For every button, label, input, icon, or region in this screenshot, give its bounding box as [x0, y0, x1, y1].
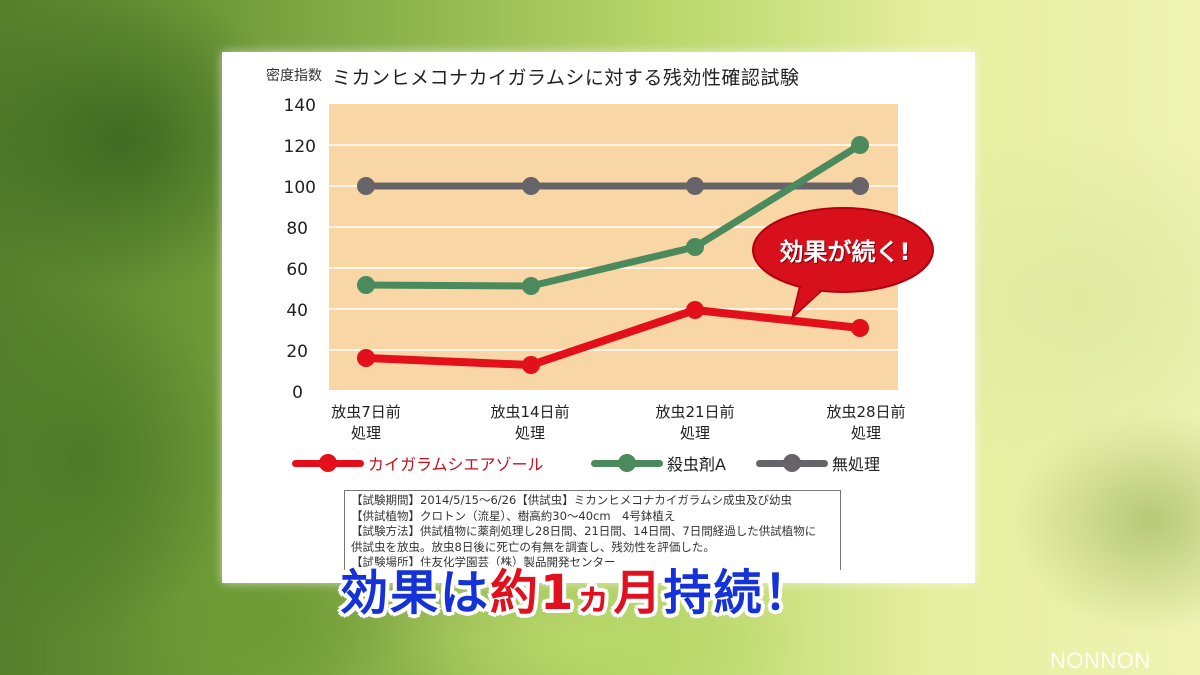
x-tick-7days: 放虫7日前 処理	[306, 402, 426, 444]
caption-part: 持続！	[663, 565, 814, 621]
series-insecticide-a	[357, 136, 869, 295]
callout-text: 効果が続く!	[779, 238, 911, 266]
y-tick-labels: 140 120 100 80 60 40 20 0	[284, 96, 316, 403]
note-line: 【供試植物】クロトン（流星）、樹高約30〜40cm 4号鉢植え	[351, 508, 676, 523]
series-untreated	[357, 177, 869, 195]
legend-item-untreated: 無処理	[756, 452, 880, 474]
y-tick-140: 140	[284, 96, 316, 116]
headline-caption: 効果は約1ヵ月持続！	[340, 558, 813, 633]
y-tick-120: 120	[284, 137, 316, 157]
note-line: 【試験期間】2014/5/15〜6/26【供試虫】ミカンヒメコナカイガラムシ成虫…	[351, 493, 792, 507]
legend-swatch-gray	[756, 452, 828, 474]
y-tick-60: 60	[286, 260, 308, 280]
legend-label: 無処理	[832, 455, 881, 474]
legend-item-insecticide-a: 殺虫剤A	[591, 452, 726, 474]
note-line: 供試虫を放虫。放虫8日後に死亡の有無を調査し、残効性を評価した。	[351, 539, 715, 554]
x-tick-14days: 放虫14日前 処理	[470, 402, 590, 444]
y-tick-80: 80	[286, 219, 308, 239]
caption-part: 約1	[490, 565, 576, 621]
callout-bubble	[752, 207, 934, 321]
x-tick-21days: 放虫21日前 処理	[635, 402, 755, 444]
x-tick-line1: 放虫21日前	[655, 403, 735, 421]
x-tick-line2: 処理	[514, 424, 545, 442]
y-axis-title: 密度指数	[266, 68, 322, 84]
chart-title: ミカンヒメコナカイガラムシに対する残効性確認試験	[332, 67, 800, 89]
watermark-logo: NONNON	[1050, 648, 1151, 673]
x-tick-line2: 処理	[850, 424, 881, 442]
legend-item-aerosol: カイガラムシエアゾール	[292, 452, 544, 474]
x-tick-line1: 放虫28日前	[826, 403, 906, 421]
test-conditions-notes: 【試験期間】2014/5/15〜6/26【供試虫】ミカンヒメコナカイガラムシ成虫…	[344, 490, 841, 570]
x-tick-line2: 処理	[350, 424, 381, 442]
x-tick-line1: 放虫14日前	[490, 403, 570, 421]
legend-swatch-green	[591, 452, 663, 474]
caption-part: 月	[613, 565, 664, 621]
x-tick-line2: 処理	[679, 424, 710, 442]
y-tick-0: 0	[292, 383, 303, 403]
series-aerosol	[357, 301, 869, 374]
note-line: 【試験場所】住友化学園芸（株）製品開発センター	[351, 555, 616, 569]
y-tick-40: 40	[286, 301, 308, 321]
caption-part: 効果は	[340, 565, 491, 621]
x-tick-28days: 放虫28日前 処理	[806, 402, 926, 444]
legend-swatch-red	[292, 452, 364, 474]
y-tick-100: 100	[284, 178, 316, 198]
x-tick-line1: 放虫7日前	[331, 403, 401, 421]
caption-part: ヵ	[575, 577, 614, 618]
y-tick-20: 20	[286, 342, 308, 362]
legend-label: カイガラムシエアゾール	[368, 455, 544, 474]
legend-label: 殺虫剤A	[667, 455, 726, 474]
note-line: 【試験方法】供試植物に薬剤処理し28日間、21日間、14日間、7日間経過した供試…	[351, 524, 817, 538]
